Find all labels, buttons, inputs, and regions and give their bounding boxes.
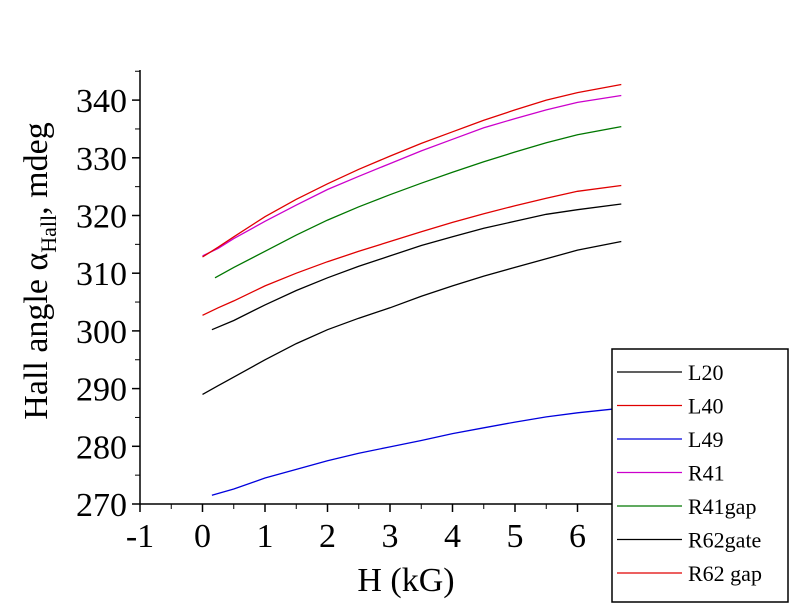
series-line-2	[202, 184, 622, 316]
legend-label: R41	[688, 461, 725, 486]
y-axis-title-subscript: Hall	[36, 215, 61, 253]
series-line-7	[202, 83, 622, 258]
legend-box	[611, 348, 789, 603]
series-line-6	[211, 203, 622, 331]
y-tick-label: 320	[76, 199, 127, 236]
y-tick-label: 290	[76, 372, 127, 409]
y-axis-title-suffix: , mdeg	[18, 122, 55, 215]
ticks-layer: -1 0 1 2 3 4 5 6 270 280 290 300 310 320 330 340	[76, 70, 586, 555]
y-axis-title: Hall angle αHall, mdeg	[18, 122, 61, 419]
series-line-4	[202, 94, 622, 257]
y-axis-title-main: Hall angle α	[18, 253, 55, 420]
x-tick-label: 6	[569, 518, 586, 555]
series-line-3	[211, 407, 622, 496]
x-tick-label: 2	[319, 518, 336, 555]
legend-label: L40	[688, 394, 723, 419]
legend: L20 L40 L49 R41 R41gap R62gate R62 gap	[611, 348, 789, 603]
legend-label: L49	[688, 427, 723, 452]
legend-label: R41gap	[688, 494, 756, 519]
x-tick-label: 1	[257, 518, 274, 555]
x-tick-label: 5	[507, 518, 524, 555]
legend-label: R62gate	[688, 528, 761, 553]
series-line-5	[214, 125, 622, 279]
legend-label: L20	[688, 360, 723, 385]
y-tick-label: 330	[76, 141, 127, 178]
x-tick-label: 0	[194, 518, 211, 555]
y-tick-label: 340	[76, 83, 127, 120]
series-line-1	[202, 240, 622, 395]
x-axis-title: H (kG)	[357, 562, 454, 599]
y-tick-label: 310	[76, 256, 127, 293]
legend-label: R62 gap	[688, 561, 762, 586]
axes-layer	[139, 70, 640, 505]
x-tick-label: -1	[126, 518, 154, 555]
y-tick-label: 300	[76, 314, 127, 351]
y-tick-label: 270	[76, 487, 127, 524]
legend-items: L20 L40 L49 R41 R41gap R62gate R62 gap	[617, 360, 762, 586]
x-tick-label: 4	[444, 518, 461, 555]
y-tick-label: 280	[76, 429, 127, 466]
series-layer	[202, 83, 622, 496]
x-tick-label: 3	[382, 518, 399, 555]
